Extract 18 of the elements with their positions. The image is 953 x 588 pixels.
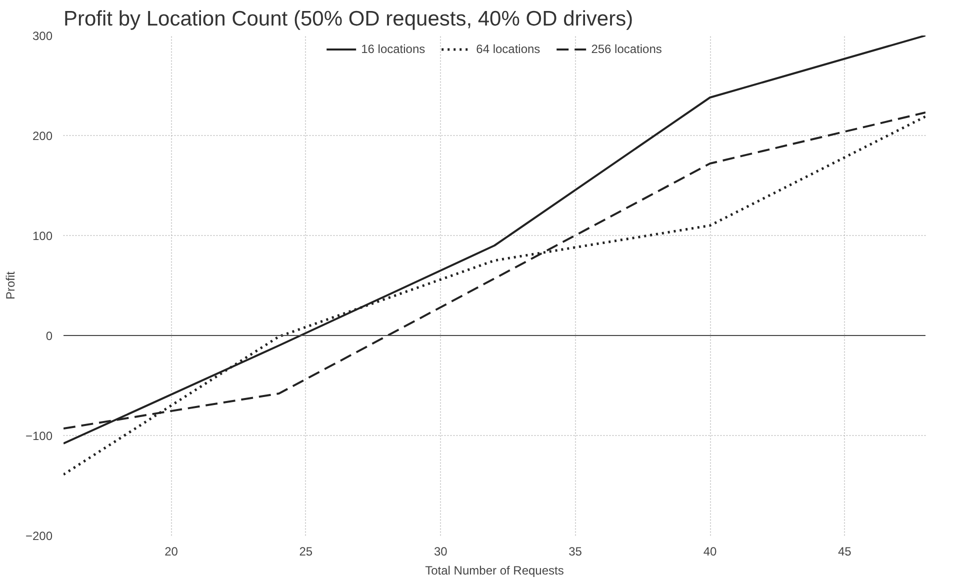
x-tick-label: 35: [568, 544, 582, 558]
x-tick-label: 40: [703, 544, 717, 558]
y-tick-label: −100: [25, 429, 53, 443]
x-tick-label: 45: [838, 544, 852, 558]
legend-label: 16 locations: [361, 42, 426, 56]
y-tick-label: 300: [32, 29, 53, 43]
legend-label: 64 locations: [476, 42, 540, 56]
y-tick-label: 100: [32, 229, 53, 243]
y-tick-label: −200: [25, 529, 53, 543]
x-tick-label: 20: [164, 544, 178, 558]
legend-label: 256 locations: [591, 42, 662, 56]
y-tick-label: 200: [32, 129, 53, 143]
x-axis-title: Total Number of Requests: [425, 564, 564, 578]
y-tick-label: 0: [46, 329, 53, 343]
x-tick-label: 30: [434, 544, 448, 558]
y-axis-title: Profit: [3, 270, 18, 300]
chart-title: Profit by Location Count (50% OD requests, 40% OD drivers): [64, 8, 634, 30]
x-tick-label: 25: [299, 544, 313, 558]
